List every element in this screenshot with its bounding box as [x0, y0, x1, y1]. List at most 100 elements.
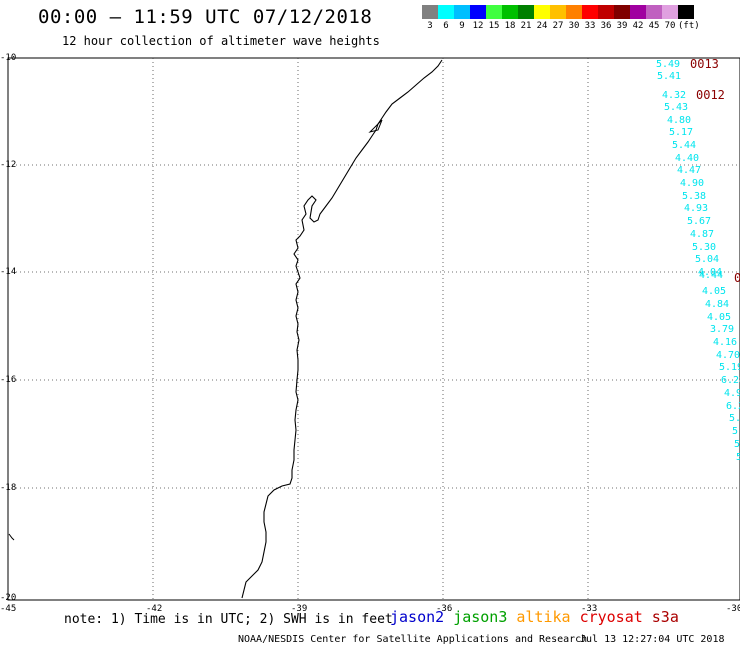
map-gridlines — [8, 58, 740, 600]
longitude-label: -45 — [0, 604, 16, 614]
scale-swatch — [582, 5, 598, 19]
track-time-marks: 0013 0012 0 — [690, 57, 740, 285]
scale-swatch — [662, 5, 678, 19]
wave-height-value: 5.67 — [687, 216, 711, 227]
scale-label: 3 — [427, 21, 433, 31]
wave-height-value: 4.87 — [690, 229, 714, 240]
wave-height-value: 4.84 — [705, 299, 729, 310]
wave-height-value: 5. — [729, 413, 740, 424]
latitude-label: -20 — [0, 593, 16, 603]
legend-entry-s3a: s3a — [651, 608, 679, 626]
wave-height-value: 4.90 — [680, 178, 704, 189]
legend-entry-jason3: jason3 — [453, 608, 508, 626]
legend-entry-cryosat: cryosat — [579, 608, 643, 626]
scale-label: 6 — [443, 21, 449, 31]
wave-height-value: 3.79 — [710, 324, 734, 335]
wave-height-value: 4.05 — [707, 312, 731, 323]
wave-height-value: 5. — [732, 426, 740, 437]
scale-label: 39 — [616, 21, 628, 31]
wave-height-value: 4.80 — [667, 115, 691, 126]
satellite-legend: jason2 jason3 altika cryosat s3a — [390, 608, 679, 626]
wave-height-value: 4.40 — [675, 153, 699, 164]
wave-height-value: 5.30 — [692, 242, 716, 253]
latitude-label: -10 — [0, 53, 16, 63]
longitude-label: -30 — [726, 604, 740, 614]
longitude-label: -39 — [291, 604, 307, 614]
time-mark-label: 0 — [734, 271, 740, 285]
scale-label: 42 — [632, 21, 644, 31]
coastline-islet — [368, 119, 383, 133]
wave-height-value: 4.04 — [698, 267, 722, 278]
wave-height-value: 5.44 — [672, 140, 696, 151]
scale-label: 18 — [504, 21, 516, 31]
latitude-label: -12 — [0, 160, 16, 170]
scale-swatch — [470, 5, 486, 19]
latitude-label: -14 — [0, 267, 16, 277]
scale-label: 24 — [536, 21, 548, 31]
scale-swatch — [518, 5, 534, 19]
scale-swatch — [534, 5, 550, 19]
scale-swatch — [454, 5, 470, 19]
wave-height-value: 4.05 — [702, 286, 726, 297]
scale-label: 30 — [568, 21, 580, 31]
legend-entry-altika: altika — [516, 608, 571, 626]
longitude-labels: -45 -42 -39 -36 -33 -30 — [0, 604, 740, 614]
scale-label: (ft) — [678, 21, 700, 31]
scale-swatch — [598, 5, 614, 19]
scale-swatch — [486, 5, 502, 19]
wave-height-value: 5.19 — [719, 362, 740, 373]
wave-height-value: 5.41 — [657, 71, 681, 82]
scale-swatch — [438, 5, 454, 19]
scale-swatch — [630, 5, 646, 19]
scale-label: 70 — [664, 21, 676, 31]
map-title: 00:00 – 11:59 UTC 07/12/2018 — [38, 6, 373, 28]
wave-height-scale-labels: 3 6 9 12 15 18 21 24 27 30 33 36 39 42 45 70 (ft) — [422, 21, 700, 31]
wave-height-value: 5.38 — [682, 191, 706, 202]
wave-height-value: 4.32 — [662, 90, 686, 101]
time-mark-label: 0012 — [696, 88, 725, 102]
longitude-label: -33 — [581, 604, 597, 614]
coastline-islet-south — [8, 533, 15, 541]
wave-height-color-scale — [422, 5, 694, 19]
wave-height-value: 5 — [734, 439, 740, 450]
wave-height-value: 4.9 — [724, 388, 740, 399]
wave-height-value: 4.44 — [699, 270, 723, 281]
credit-line: NOAA/NESDIS Center for Satellite Applica… — [238, 634, 588, 645]
longitude-label: -36 — [436, 604, 452, 614]
wave-height-value: 5.04 — [695, 254, 719, 265]
wave-height-value: 5.43 — [664, 102, 688, 113]
scale-label: 9 — [459, 21, 465, 31]
scale-label: 33 — [584, 21, 596, 31]
scale-swatch — [614, 5, 630, 19]
scale-label: 27 — [552, 21, 564, 31]
wave-height-value: 4.47 — [677, 165, 701, 176]
scale-swatch — [566, 5, 582, 19]
wave-height-value: 4.16 — [713, 337, 737, 348]
latitude-label: -18 — [0, 483, 16, 493]
credit-timestamp: Jul 13 12:27:04 UTC 2018 — [580, 634, 725, 645]
wave-height-value: 6.2 — [726, 401, 740, 412]
scale-swatch — [646, 5, 662, 19]
wave-height-value: 4.70 — [716, 350, 740, 361]
wave-height-value: 5.17 — [669, 127, 693, 138]
scale-swatch — [422, 5, 438, 19]
scale-swatch — [502, 5, 518, 19]
wave-height-value: 6.28 — [721, 375, 740, 386]
map-subtitle: 12 hour collection of altimeter wave hei… — [62, 34, 380, 48]
scale-label: 45 — [648, 21, 660, 31]
satellite-track-values: 5.495.414.325.434.805.175.444.404.474.90… — [656, 59, 740, 463]
scale-label: 15 — [488, 21, 500, 31]
map-frame — [7, 57, 740, 601]
latitude-labels: -10 -12 -14 -16 -18 -20 — [0, 53, 16, 603]
longitude-label: -42 — [146, 604, 162, 614]
wave-height-value: 4.93 — [684, 203, 708, 214]
wave-height-value: 5 — [736, 452, 740, 463]
scale-label: 36 — [600, 21, 612, 31]
time-mark-label: 0013 — [690, 57, 719, 71]
legend-entry-jason2: jason2 — [390, 608, 445, 626]
scale-label: 12 — [472, 21, 484, 31]
coastline — [241, 59, 443, 599]
footnote: note: 1) Time is in UTC; 2) SWH is in fe… — [64, 612, 393, 627]
latitude-label: -16 — [0, 375, 16, 385]
